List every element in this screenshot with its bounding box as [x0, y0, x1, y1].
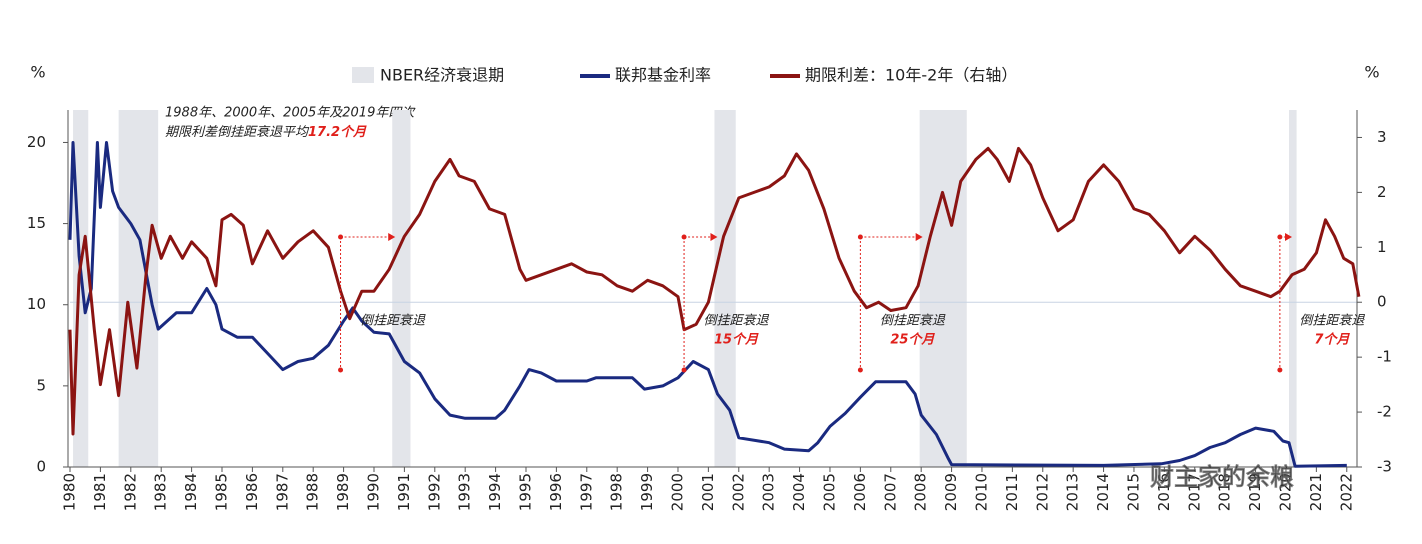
x-tick-label: 1990 [364, 473, 382, 511]
y2-unit: % [1364, 63, 1379, 82]
note-line: 1988年、2000年、2005年及2019年四次 [165, 106, 416, 121]
x-tick-label: 2013 [1064, 473, 1082, 511]
x-tick-label: 1989 [334, 473, 352, 511]
x-tick-label: 1985 [212, 473, 230, 511]
x-tick-label: 1997 [577, 473, 595, 511]
y2-tick-label: 0 [1377, 293, 1387, 311]
x-tick-label: 2008 [912, 473, 930, 511]
x-tick-label: 1988 [304, 473, 322, 511]
x-tick-label: 1999 [638, 473, 656, 511]
recession-band [1289, 110, 1297, 467]
x-tick-label: 2010 [972, 473, 990, 511]
x-tick-label: 1982 [121, 473, 139, 511]
series-line [68, 146, 1361, 436]
x-tick-label: 2019 [1246, 473, 1264, 511]
x-tick-label: 2001 [699, 473, 717, 511]
y-tick-label: 10 [27, 295, 46, 313]
x-tick-label: 1991 [395, 473, 413, 511]
annotation-months: 7个月 [1314, 332, 1350, 348]
recession-band [392, 110, 411, 467]
inversion-dot [681, 367, 687, 373]
series-line [68, 141, 1347, 468]
x-tick-label: 1981 [91, 473, 109, 511]
x-tick-label: 2011 [1003, 473, 1021, 511]
x-tick-label: 2015 [1124, 473, 1142, 511]
x-tick-label: 2021 [1307, 473, 1325, 511]
recession-band [714, 110, 736, 467]
arrow-head [388, 233, 396, 241]
x-tick-label: 2004 [790, 473, 808, 511]
x-tick-label: 1980 [61, 473, 79, 511]
legend-swatch [352, 67, 374, 83]
y-tick-label: 5 [36, 376, 46, 394]
y-tick-label: 15 [27, 214, 46, 232]
x-tick-label: 2009 [942, 473, 960, 511]
inversion-dot [1277, 367, 1283, 373]
recession-band [118, 110, 159, 467]
y2-tick-label: 3 [1377, 128, 1387, 146]
x-tick-label: 1992 [425, 473, 443, 511]
x-tick-label: 1996 [547, 473, 565, 511]
y2-tick-label: -1 [1377, 348, 1392, 366]
y-tick-label: 0 [36, 458, 46, 476]
x-tick-label: 2005 [820, 473, 838, 511]
x-tick-label: 2016 [1155, 473, 1173, 511]
y2-tick-label: 2 [1377, 183, 1387, 201]
x-tick-label: 1994 [486, 473, 504, 511]
x-tick-label: 2002 [729, 473, 747, 511]
y2-tick-label: 1 [1377, 238, 1387, 256]
annotation: 倒挂距衰退 [360, 314, 426, 329]
x-tick-label: 1987 [273, 473, 291, 511]
annotation: 倒挂距衰退 [880, 314, 946, 329]
x-tick-label: 2000 [668, 473, 686, 511]
note-text: 期限利差倒挂距衰退平均 [165, 125, 310, 140]
x-tick-label: 2006 [851, 473, 869, 511]
legend-label: 联邦基金利率 [615, 66, 711, 85]
x-tick-label: 1984 [182, 473, 200, 511]
x-tick-label: 1993 [456, 473, 474, 511]
y-unit: % [30, 63, 45, 82]
x-tick-label: 2018 [1216, 473, 1234, 511]
arrow-head [915, 233, 923, 241]
watermark: 财主家的余粮 [1150, 463, 1294, 491]
x-tick-label: 2007 [881, 473, 899, 511]
y-tick-label: 20 [27, 133, 46, 151]
x-tick-label: 1986 [243, 473, 261, 511]
legend-label: 期限利差：10年-2年（右轴） [805, 66, 1017, 85]
inversion-dot [338, 367, 344, 373]
x-tick-label: 1998 [608, 473, 626, 511]
x-tick-label: 2020 [1276, 473, 1294, 511]
note-line: 期限利差倒挂距衰退平均17.2个月 [165, 124, 367, 140]
annotation: 倒挂距衰退 [704, 314, 770, 329]
x-tick-label: 2014 [1094, 473, 1112, 511]
x-tick-label: 2022 [1337, 473, 1355, 511]
annotation-months: 15个月 [714, 332, 759, 348]
y2-tick-label: -3 [1377, 458, 1392, 476]
annotation-months: 25个月 [890, 332, 935, 348]
arrow-head [710, 233, 718, 241]
x-tick-label: 2012 [1033, 473, 1051, 511]
inversion-dot [857, 367, 863, 373]
arrow-head [1285, 233, 1293, 241]
x-tick-label: 1995 [516, 473, 534, 511]
note-highlight: 17.2个月 [308, 124, 367, 140]
y2-tick-label: -2 [1377, 403, 1392, 421]
x-tick-label: 1983 [152, 473, 170, 511]
x-tick-label: 2003 [760, 473, 778, 511]
x-tick-label: 2017 [1185, 473, 1203, 511]
annotation: 倒挂距衰退 [1299, 314, 1365, 329]
recession-band [919, 110, 967, 467]
legend-label: NBER经济衰退期 [380, 66, 504, 85]
